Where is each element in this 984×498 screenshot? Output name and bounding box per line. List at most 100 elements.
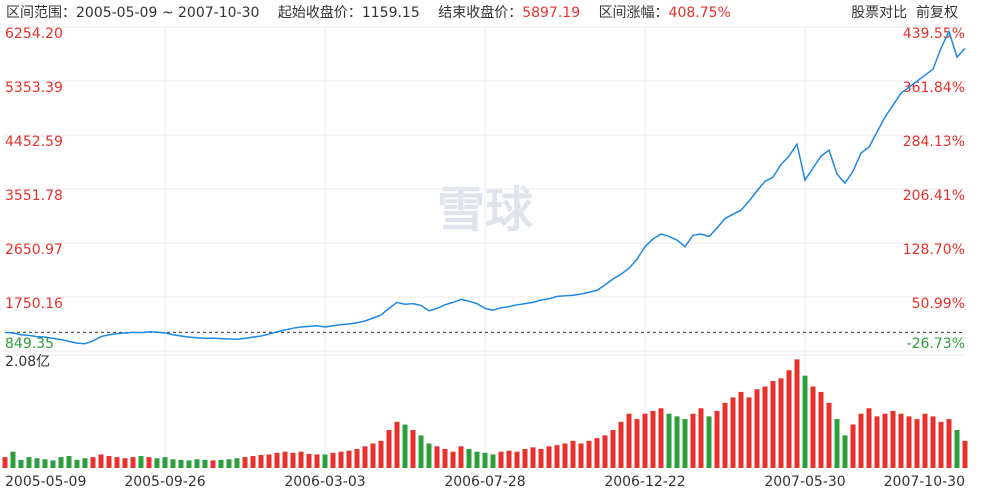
volume-bar: [66, 456, 72, 468]
y-tick-label: 5353.39: [5, 80, 63, 96]
volume-bar: [626, 413, 632, 468]
volume-bar: [282, 451, 288, 468]
volume-bar: [834, 419, 840, 468]
volume-bar: [290, 452, 296, 468]
volume-bar: [186, 460, 192, 468]
volume-bar: [714, 410, 720, 468]
volume-bar: [26, 457, 32, 468]
volume-bar: [698, 408, 704, 468]
volume-bar: [114, 457, 120, 468]
volume-bar: [410, 429, 416, 468]
volume-bar: [82, 458, 88, 468]
volume-bar: [138, 456, 144, 468]
volume-bar: [730, 397, 736, 468]
volume-bar: [442, 448, 448, 468]
volume-bar: [706, 416, 712, 468]
x-tick-label: 2007-05-30: [764, 474, 845, 490]
volume-bar: [882, 413, 888, 468]
volume-bar: [458, 446, 464, 468]
volume-bar: [450, 451, 456, 468]
range-start: 2005-05-09: [76, 5, 158, 21]
volume-bar: [218, 459, 224, 468]
y-tick-label: 6254.20: [5, 26, 63, 42]
volume-bar: [202, 459, 208, 468]
y2-tick-label: 361.84%: [903, 80, 965, 96]
y2-tick-label: 439.55%: [903, 26, 965, 42]
volume-bar: [538, 448, 544, 468]
volume-bar: [266, 454, 272, 468]
volume-bar: [842, 435, 848, 468]
volume-bar: [786, 370, 792, 468]
volume-bar: [330, 452, 336, 468]
adjust-button[interactable]: 前复权: [916, 5, 958, 21]
volume-bar: [922, 413, 928, 468]
header: 区间范围：2005-05-09 ~ 2007-10-30 起始收盘价：1159.…: [6, 2, 978, 24]
volume-bar: [482, 452, 488, 468]
volume-bar: [346, 450, 352, 468]
volume-bar: [306, 453, 312, 468]
volume-bar: [826, 402, 832, 468]
volume-bar: [874, 416, 880, 468]
volume-bar: [74, 459, 80, 468]
volume-bar: [578, 443, 584, 468]
volume-bar: [682, 419, 688, 468]
y-tick-label: 4452.59: [5, 134, 63, 150]
range-label: 区间范围：: [6, 5, 76, 21]
range-sep: ~: [161, 5, 174, 21]
volume-bar: [98, 454, 104, 468]
y2-tick-label: 206.41%: [903, 188, 965, 204]
x-tick-label: 2007-10-30: [884, 474, 965, 490]
volume-bar: [762, 386, 768, 468]
volume-bar: [170, 459, 176, 468]
volume-bar: [322, 454, 328, 468]
volume-bar: [130, 457, 136, 468]
volume-bar: [2, 457, 8, 468]
change-label: 区间涨幅：: [598, 5, 669, 21]
y2-tick-label: 128.70%: [903, 242, 965, 258]
volume-bar: [194, 459, 200, 468]
volume-bar: [370, 443, 376, 468]
volume-bar: [34, 458, 40, 468]
volume-bar: [18, 459, 24, 468]
x-tick-label: 2006-12-22: [604, 474, 685, 490]
volume-bar: [210, 460, 216, 468]
volume-bar: [258, 454, 264, 468]
compare-button[interactable]: 股票对比: [851, 5, 908, 21]
volume-bar: [634, 419, 640, 468]
volume-bar: [178, 459, 184, 468]
volume-tick-label: 2.08亿: [5, 354, 50, 370]
price-line: [4, 29, 966, 345]
volume-bar: [554, 445, 560, 468]
volume-bar: [562, 443, 568, 468]
volume-bar: [594, 438, 600, 468]
volume-bar: [314, 454, 320, 468]
volume-bar: [906, 416, 912, 468]
volume-bar: [362, 446, 368, 468]
volume-bar: [146, 457, 152, 468]
volume-bar: [890, 410, 896, 468]
y-tick-label: 2650.97: [5, 242, 63, 258]
start-close: 1159.15: [361, 5, 420, 21]
volume-bar: [866, 408, 872, 468]
volume-bar: [690, 413, 696, 468]
volume-bar: [50, 460, 56, 468]
volume-bar: [546, 446, 552, 468]
change: 408.75%: [668, 5, 731, 21]
volume-bar: [90, 457, 96, 468]
y2-tick-label: 50.99%: [912, 296, 965, 312]
volume-bar: [466, 448, 472, 468]
volume-bar: [522, 448, 528, 468]
volume-bar: [754, 389, 760, 468]
volume-bar: [474, 451, 480, 468]
end-close: 5897.19: [522, 5, 581, 21]
volume-bar: [386, 429, 392, 468]
volume-bar: [930, 416, 936, 468]
volume-bar: [250, 456, 256, 468]
range-end: 2007-10-30: [178, 5, 260, 21]
volume-bar: [938, 421, 944, 468]
volume-bar: [530, 447, 536, 468]
volume-bar: [10, 451, 16, 468]
volume-bar: [426, 443, 432, 468]
